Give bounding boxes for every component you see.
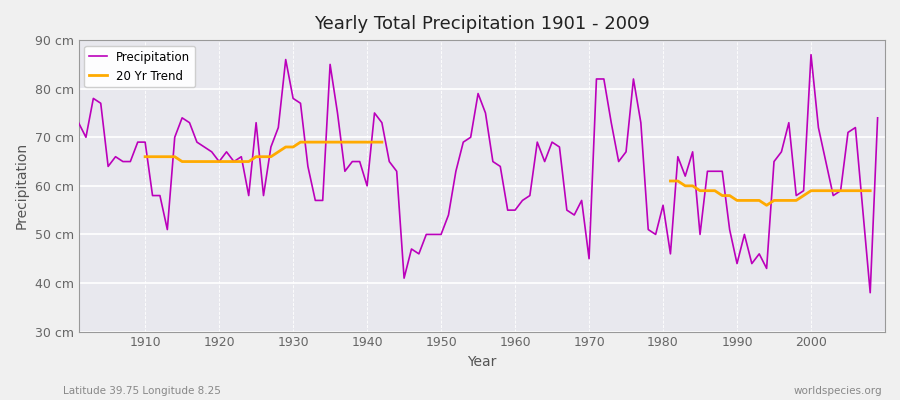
Precipitation (132, 140, 143, 144)
20 Yr Trend (155, 154, 166, 159)
20 Yr Trend (192, 159, 202, 164)
Precipitation (73, 120, 84, 125)
20 Yr Trend (346, 140, 357, 144)
20 Yr Trend (243, 159, 254, 164)
20 Yr Trend (229, 159, 239, 164)
Title: Yearly Total Precipitation 1901 - 2009: Yearly Total Precipitation 1901 - 2009 (314, 15, 650, 33)
20 Yr Trend (325, 140, 336, 144)
20 Yr Trend (162, 154, 173, 159)
20 Yr Trend (280, 144, 291, 149)
20 Yr Trend (369, 140, 380, 144)
20 Yr Trend (221, 159, 232, 164)
20 Yr Trend (213, 159, 224, 164)
20 Yr Trend (362, 140, 373, 144)
20 Yr Trend (169, 154, 180, 159)
20 Yr Trend (206, 159, 217, 164)
20 Yr Trend (258, 154, 269, 159)
Y-axis label: Precipitation: Precipitation (15, 142, 29, 230)
20 Yr Trend (273, 150, 284, 154)
20 Yr Trend (147, 154, 158, 159)
20 Yr Trend (176, 159, 187, 164)
Precipitation (509, 208, 520, 212)
X-axis label: Year: Year (467, 355, 497, 369)
20 Yr Trend (295, 140, 306, 144)
20 Yr Trend (199, 159, 210, 164)
Precipitation (339, 169, 350, 174)
Precipitation (598, 76, 609, 81)
Precipitation (872, 116, 883, 120)
Precipitation (295, 101, 306, 106)
Line: 20 Yr Trend: 20 Yr Trend (145, 142, 382, 162)
Text: worldspecies.org: worldspecies.org (794, 386, 882, 396)
20 Yr Trend (140, 154, 150, 159)
20 Yr Trend (288, 144, 299, 149)
Legend: Precipitation, 20 Yr Trend: Precipitation, 20 Yr Trend (85, 46, 195, 87)
Precipitation (865, 290, 876, 295)
20 Yr Trend (302, 140, 313, 144)
20 Yr Trend (236, 159, 247, 164)
Text: Latitude 39.75 Longitude 8.25: Latitude 39.75 Longitude 8.25 (63, 386, 220, 396)
20 Yr Trend (318, 140, 328, 144)
20 Yr Trend (339, 140, 350, 144)
20 Yr Trend (251, 154, 262, 159)
20 Yr Trend (376, 140, 387, 144)
Precipitation (806, 52, 816, 57)
20 Yr Trend (332, 140, 343, 144)
20 Yr Trend (355, 140, 365, 144)
Precipitation (502, 208, 513, 212)
20 Yr Trend (310, 140, 320, 144)
Line: Precipitation: Precipitation (78, 55, 878, 293)
20 Yr Trend (266, 154, 276, 159)
20 Yr Trend (184, 159, 195, 164)
